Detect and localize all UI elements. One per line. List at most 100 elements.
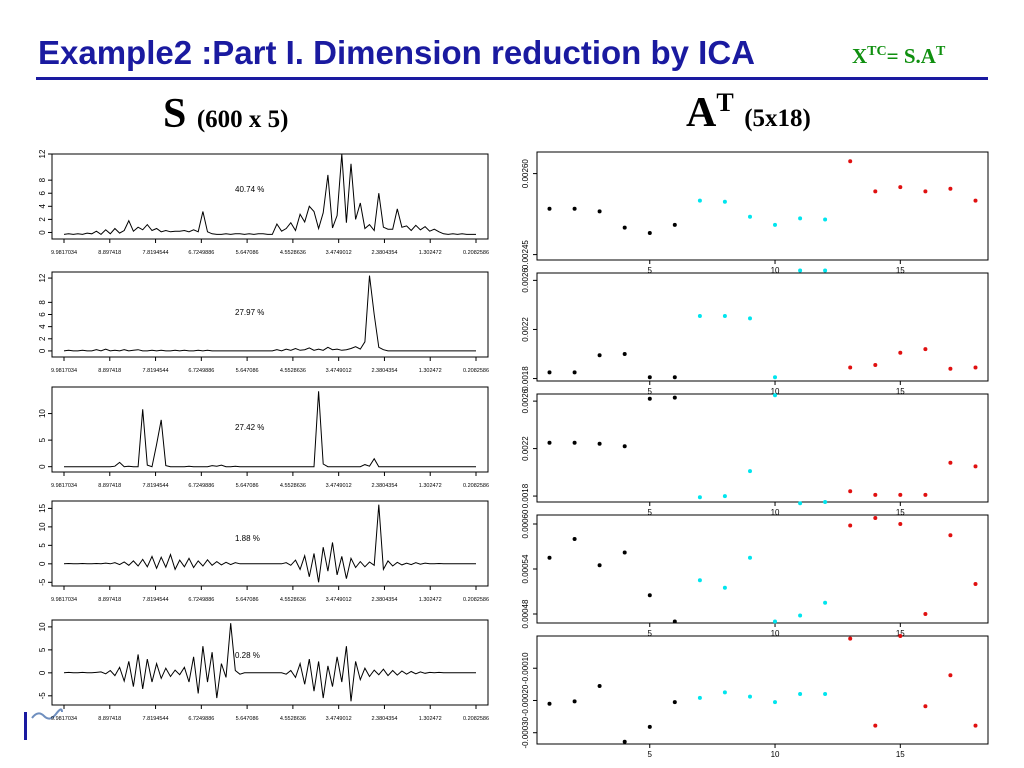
formula: XTC= S.AT: [852, 44, 945, 69]
scatter-panel-frame: [536, 635, 989, 745]
x-tick-label: 2.3804354: [371, 716, 397, 722]
x-tick-label: 1.302472: [419, 368, 442, 374]
scatter-point: [597, 684, 602, 688]
y-tick-label: 0.0022: [521, 436, 530, 461]
x-tick-label: 10: [771, 629, 780, 638]
y-tick-label: 0.00054: [521, 554, 530, 583]
formula-t: T: [935, 44, 946, 59]
scatter-point: [948, 460, 953, 465]
corner-decoration-wave: [31, 708, 63, 720]
x-tick-label: 4.5528636: [280, 716, 306, 722]
scatter-point: [923, 492, 928, 497]
x-tick-label: 0.2082586: [463, 250, 489, 256]
scatter-point: [547, 370, 552, 375]
scatter-point: [547, 555, 552, 560]
x-tick-label: 4.5528636: [280, 597, 306, 603]
scatter-point: [773, 700, 777, 705]
title-underline: [36, 77, 988, 80]
x-tick-label: 0.2082586: [463, 716, 489, 722]
variance-percent-label: 1.88 %: [235, 534, 260, 543]
x-tick-label: 5.647086: [236, 250, 259, 256]
y-tick-label: 0.0026: [521, 268, 530, 293]
x-tick-label: 15: [896, 750, 905, 759]
y-tick-label: 8: [38, 300, 47, 305]
x-tick-label: 8.897418: [98, 483, 121, 489]
scatter-panel-frame: [536, 151, 989, 261]
x-tick-label: 5: [648, 508, 653, 517]
s-matrix-heading: S (600 x 5): [163, 90, 289, 138]
variance-percent-label: 0.28 %: [235, 651, 260, 660]
scatter-point: [697, 495, 702, 500]
scatter-point: [898, 350, 903, 355]
scatter-point: [948, 533, 953, 538]
spectrum-line: [63, 153, 476, 236]
x-tick-label: 7.8194544: [143, 368, 169, 374]
formula-x: X: [852, 44, 868, 68]
y-tick-label: 6: [38, 312, 47, 317]
y-tick-label: 0.0026: [521, 388, 530, 413]
x-tick-label: 2.3804354: [371, 483, 397, 489]
scatter-point: [898, 492, 903, 497]
scatter-point: [823, 500, 828, 504]
spectrum-line: [63, 275, 476, 352]
x-tick-label: 9.9817034: [51, 368, 77, 374]
scatter-point: [848, 159, 853, 164]
y-tick-label: 4: [38, 204, 47, 209]
scatter-panel-frame: [536, 393, 989, 503]
scatter-point: [748, 555, 752, 560]
scatter-point: [823, 600, 828, 605]
scatter-point: [823, 217, 828, 222]
scatter-point: [572, 537, 577, 541]
scatter-point: [848, 523, 853, 528]
y-tick-label: -5: [38, 578, 47, 586]
corner-decoration-bar: [24, 712, 27, 740]
y-tick-label: 0.0022: [521, 317, 530, 342]
at-heading-sup: T: [716, 88, 734, 117]
scatter-point: [773, 222, 777, 227]
x-tick-label: 6.7249886: [188, 368, 214, 374]
scatter-point: [547, 206, 552, 211]
x-tick-label: 6.7249886: [188, 716, 214, 722]
scatter-point: [848, 636, 853, 641]
scatter-point: [697, 198, 702, 203]
x-tick-label: 7.8194544: [143, 483, 169, 489]
at-matrix-heading: AT (5x18): [686, 88, 811, 137]
y-tick-label: 0: [38, 348, 47, 353]
scatter-panel-frame: [536, 272, 989, 382]
scatter-point: [948, 673, 953, 678]
x-tick-label: 2.3804354: [371, 250, 397, 256]
scatter-point: [672, 222, 677, 227]
scatter-point: [898, 522, 903, 526]
scatter-point: [647, 396, 652, 401]
x-tick-label: 5.647086: [236, 716, 259, 722]
scatter-point: [622, 225, 627, 230]
y-tick-label: 2: [38, 217, 47, 222]
x-tick-label: 9.9817034: [51, 597, 77, 603]
scatter-point: [547, 701, 552, 706]
x-tick-label: 10: [771, 508, 780, 517]
y-tick-label: 2: [38, 336, 47, 341]
scatter-point: [823, 692, 828, 696]
spectrum-panel-frame: [51, 500, 489, 587]
scatter-point: [547, 440, 552, 445]
scatter-point: [672, 619, 677, 624]
y-tick-label: 6: [38, 190, 47, 195]
x-tick-label: 4.5528636: [280, 483, 306, 489]
spectrum-line: [63, 623, 476, 702]
s-heading-main: S: [163, 91, 187, 137]
x-tick-label: 3.4749012: [326, 597, 352, 603]
scatter-point: [647, 724, 652, 729]
slide-title: Example2 :Part I. Dimension reduction by…: [38, 34, 755, 71]
x-tick-label: 3.4749012: [326, 368, 352, 374]
x-tick-label: 8.897418: [98, 250, 121, 256]
x-tick-label: 8.897418: [98, 716, 121, 722]
y-tick-label: 5: [38, 647, 47, 652]
scatter-point: [873, 492, 878, 497]
scatter-point: [722, 314, 727, 318]
scatter-point: [647, 593, 652, 598]
x-tick-label: 3.4749012: [326, 250, 352, 256]
scatter-point: [873, 723, 878, 728]
x-tick-label: 1.302472: [419, 716, 442, 722]
x-tick-label: 5: [648, 266, 653, 275]
scatter-point: [848, 489, 853, 494]
